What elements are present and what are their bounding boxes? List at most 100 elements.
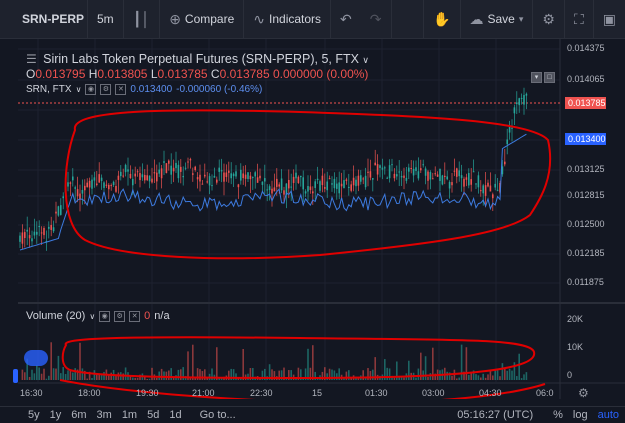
price-tick: 0.011875 [567, 277, 604, 287]
candle-body [220, 170, 223, 172]
candle-body [177, 164, 180, 179]
maximize-pane-icon[interactable]: □ [544, 72, 555, 83]
volume-bar [249, 368, 252, 380]
candle-body [112, 181, 115, 186]
range-1y[interactable]: 1y [49, 409, 62, 421]
candle-body [268, 186, 271, 191]
volume-bar [364, 377, 367, 380]
candle-body [321, 175, 324, 186]
volume-bar [271, 369, 273, 380]
collapse-icon[interactable]: ☰ [26, 52, 37, 66]
candle-body [264, 178, 266, 182]
close-icon[interactable]: ✕ [115, 84, 127, 95]
save-button[interactable]: ☁ Save ▾ [461, 0, 534, 38]
chart-type-button[interactable]: ┃│ [124, 0, 161, 38]
symbol-search-button[interactable]: SRN-PERP [0, 0, 88, 38]
settings-button[interactable]: ⚙ [533, 0, 565, 38]
range-6m[interactable]: 6m [71, 409, 87, 421]
candle-body [374, 162, 376, 166]
compare-symbol: SRN, FTX [26, 84, 72, 95]
volume-bar [196, 368, 199, 380]
candle-body [136, 171, 139, 173]
volume-bar [280, 370, 283, 380]
fullscreen-button[interactable]: ⛶ [565, 0, 594, 38]
candle-body [506, 139, 508, 145]
candle-body [144, 174, 146, 181]
candle-body [139, 173, 141, 181]
volume-bar [240, 377, 242, 380]
volume-bar [350, 377, 352, 380]
volume-bar [151, 367, 153, 380]
chevron-down-icon[interactable]: ∨ [362, 55, 369, 65]
candle-body [424, 168, 427, 176]
volume-bar [460, 344, 463, 380]
compare-button[interactable]: ⊕ Compare [160, 0, 245, 38]
candle-body [249, 175, 252, 180]
price-chart[interactable] [0, 39, 625, 399]
range-3m[interactable]: 3m [96, 409, 112, 421]
volume-bar [432, 347, 434, 380]
volume-bar [60, 373, 62, 380]
fullscreen-icon: ⛶ [573, 10, 584, 27]
volume-bar [21, 369, 24, 380]
candle-body [280, 178, 283, 191]
chevron-down-icon[interactable]: ∨ [89, 311, 96, 321]
range-1d[interactable]: 1d [169, 409, 182, 421]
redo-button[interactable]: ↷ [361, 0, 392, 38]
range-1m[interactable]: 1m [121, 409, 138, 421]
hand-icon: ✋ [433, 10, 451, 27]
chevron-down-icon[interactable]: ∨ [75, 85, 82, 94]
time-tick: 01:30 [365, 388, 388, 398]
candle-body [36, 231, 38, 235]
volume-bar [312, 345, 314, 380]
volume-bar [472, 370, 475, 380]
percent-toggle[interactable]: % [553, 409, 563, 421]
hand-button[interactable]: ✋ [423, 0, 461, 38]
auto-toggle[interactable]: auto [597, 409, 619, 421]
volume-bar [96, 374, 98, 380]
close-icon[interactable]: ✕ [129, 310, 141, 322]
candle-body [393, 173, 396, 179]
volume-bar [64, 374, 67, 380]
candle-body [283, 190, 285, 195]
settings-icon[interactable]: ⚙ [100, 84, 112, 95]
range-5d[interactable]: 5d [147, 409, 160, 421]
logo-icon[interactable] [24, 350, 48, 366]
volume-bar [518, 353, 520, 380]
candle-body [100, 177, 103, 182]
indicators-button[interactable]: ∿ Indicators [244, 0, 332, 38]
candle-body [376, 164, 379, 175]
cloud-icon: ☁ [469, 10, 484, 27]
interval-button[interactable]: 5m [88, 0, 124, 38]
volume-tick-0: 0 [567, 370, 573, 380]
settings-icon[interactable]: ⚙ [114, 310, 126, 322]
clock-time[interactable]: 05:16:27 (UTC) [457, 409, 534, 421]
chart-settings-icon[interactable]: ⚙ [578, 386, 589, 400]
volume-bar [148, 378, 151, 380]
eye-icon[interactable]: ◉ [99, 310, 111, 322]
time-tick: 18:00 [78, 388, 101, 398]
candle-body [405, 177, 408, 181]
candle-body [182, 175, 184, 178]
time-tick: 16:30 [20, 388, 43, 398]
collapse-pane-icon[interactable]: ▾ [531, 72, 542, 83]
volume-bar [415, 377, 417, 380]
eye-icon[interactable]: ◉ [85, 84, 97, 95]
volume-bar [76, 369, 79, 380]
undo-button[interactable]: ↶ [331, 0, 361, 38]
candle-body [28, 235, 31, 239]
log-toggle[interactable]: log [572, 409, 588, 421]
volume-bar [424, 356, 427, 380]
candle-body [33, 231, 36, 236]
range-5y[interactable]: 5y [28, 409, 40, 421]
candle-body [57, 206, 60, 216]
snapshot-button[interactable]: ▣ [594, 0, 625, 38]
volume-bar [475, 374, 477, 380]
volume-bar [492, 375, 494, 380]
candle-body [216, 179, 218, 183]
goto-button[interactable]: Go to... [199, 409, 236, 421]
scroll-handle[interactable] [13, 369, 18, 383]
candle-body [520, 97, 523, 99]
candle-body [259, 175, 261, 179]
volume-bar [273, 371, 276, 380]
